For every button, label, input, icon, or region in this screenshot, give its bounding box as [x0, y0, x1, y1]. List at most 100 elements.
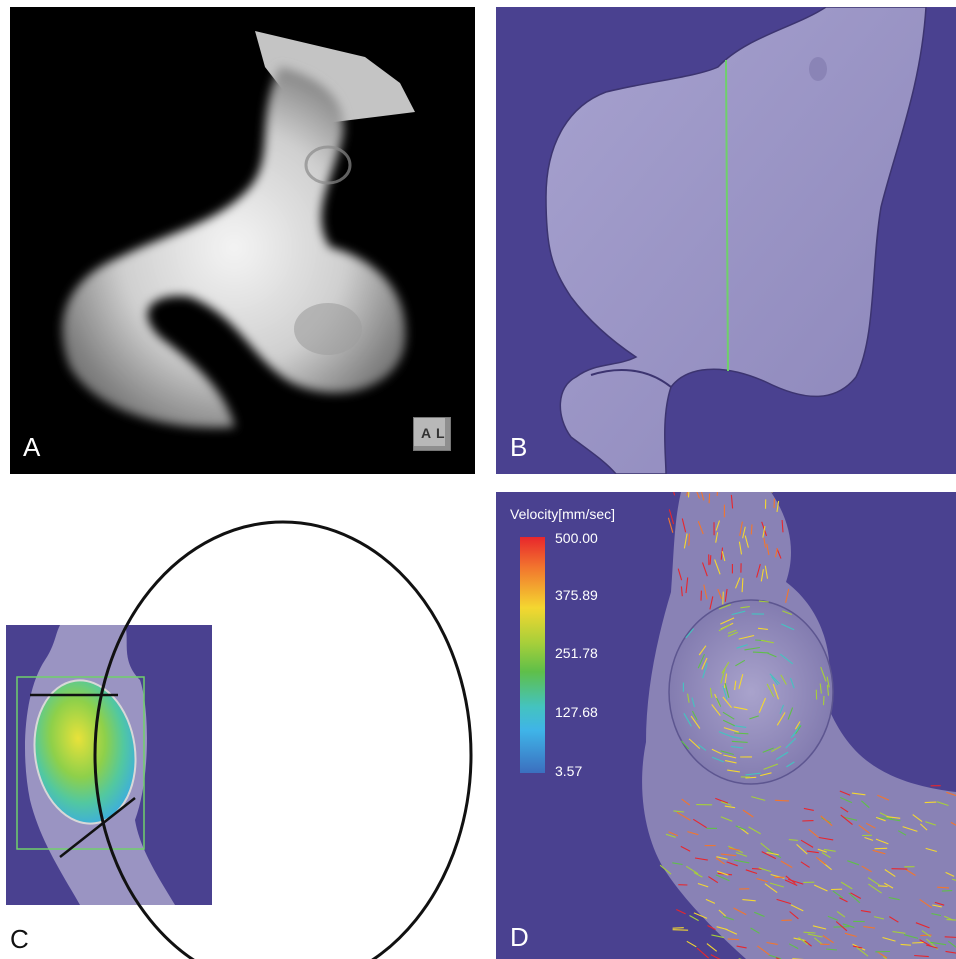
- velocity-vector: [688, 533, 691, 546]
- velocity-vector: [734, 680, 737, 691]
- velocity-vector: [775, 957, 781, 959]
- velocity-vector: [715, 857, 725, 865]
- velocity-vector: [813, 937, 823, 945]
- panel-c: C: [0, 490, 490, 959]
- panel-d: Velocity[mm/sec] 500.00 375.89 251.78 12…: [496, 492, 956, 959]
- velocity-vector: [764, 883, 778, 894]
- velocity-vector: [945, 871, 955, 877]
- velocity-vector: [709, 555, 712, 565]
- velocity-vector: [730, 494, 734, 509]
- velocity-vector: [804, 940, 812, 947]
- velocity-vector: [722, 685, 728, 700]
- velocity-vector: [690, 715, 701, 729]
- velocity-vector: [760, 842, 771, 851]
- velocity-vector: [808, 828, 819, 838]
- velocity-vector: [659, 864, 672, 875]
- velocity-vector: [708, 493, 711, 504]
- velocity-vector: [793, 937, 806, 942]
- roi-box: [16, 676, 145, 850]
- velocity-vector: [776, 548, 782, 559]
- velocity-vector: [803, 807, 814, 811]
- velocity-vector: [685, 628, 695, 639]
- velocity-vector: [861, 865, 872, 873]
- velocity-vector: [884, 869, 896, 878]
- velocity-vector: [819, 683, 822, 694]
- velocity-vector: [761, 851, 777, 860]
- panel-b-render: [545, 7, 927, 474]
- velocity-vector: [716, 492, 718, 496]
- velocity-vector: [827, 915, 839, 921]
- velocity-vector: [723, 673, 728, 688]
- velocity-vector: [718, 603, 731, 610]
- velocity-vector: [717, 870, 729, 876]
- velocity-vector: [930, 941, 947, 946]
- velocity-vector: [672, 929, 689, 931]
- legend-tick: 251.78: [555, 645, 598, 661]
- velocity-vector: [720, 547, 724, 560]
- velocity-vector: [912, 941, 926, 944]
- velocity-vector: [764, 565, 769, 579]
- vessel-volume-render: [62, 67, 406, 428]
- velocity-vector: [667, 517, 674, 533]
- velocity-vector: [924, 801, 937, 804]
- velocity-vector: [882, 936, 896, 942]
- velocity-cross-section: [33, 679, 137, 825]
- panel-d-render: [642, 492, 956, 959]
- velocity-vector: [789, 911, 799, 920]
- velocity-vector: [926, 944, 938, 949]
- velocity-vector: [744, 535, 749, 548]
- panel-a-label: A: [23, 432, 41, 462]
- velocity-vector: [711, 756, 725, 763]
- velocity-vector: [934, 901, 945, 906]
- velocity-vector: [941, 890, 953, 892]
- velocity-vector: [861, 800, 870, 809]
- velocity-vector: [724, 683, 730, 698]
- velocity-vector: [884, 882, 894, 889]
- velocity-vector: [718, 731, 734, 738]
- velocity-vector: [865, 822, 876, 829]
- velocity-vector: [826, 684, 830, 696]
- velocity-vector: [721, 801, 732, 806]
- velocity-vector: [709, 687, 713, 698]
- velocity-vector: [762, 747, 774, 753]
- velocity-vector: [724, 760, 737, 764]
- velocity-vector: [788, 943, 799, 950]
- velocity-vector: [803, 931, 816, 934]
- velocity-vector: [813, 884, 828, 892]
- velocity-vector: [856, 946, 869, 957]
- velocity-vector: [697, 882, 709, 888]
- velocity-vector: [925, 821, 937, 826]
- velocity-vector: [850, 892, 862, 899]
- velocity-vector: [781, 623, 795, 631]
- velocity-vector: [752, 651, 769, 654]
- velocity-vector: [790, 904, 804, 912]
- legend-tick: 127.68: [555, 704, 598, 720]
- velocity-vector: [769, 673, 780, 685]
- velocity-vector: [665, 833, 676, 838]
- velocity-vector: [779, 704, 785, 714]
- velocity-vector: [711, 748, 722, 755]
- velocity-vector: [697, 653, 706, 669]
- velocity-vector: [693, 912, 708, 919]
- velocity-vector: [727, 769, 740, 773]
- velocity-vector: [691, 697, 696, 708]
- velocity-vector: [731, 610, 746, 616]
- velocity-vector: [840, 814, 853, 826]
- loop-hole: [294, 303, 362, 355]
- velocity-vector: [789, 677, 795, 689]
- velocity-vector: [698, 645, 707, 656]
- velocity-vector: [806, 850, 819, 854]
- velocity-vector: [707, 925, 716, 931]
- velocity-vector: [840, 806, 849, 813]
- velocity-vector: [745, 869, 758, 875]
- velocity-vector: [693, 818, 707, 829]
- velocity-vector: [696, 492, 701, 499]
- velocity-vector: [710, 954, 721, 959]
- velocity-vector: [677, 568, 683, 581]
- velocity-vector: [680, 845, 691, 852]
- velocity-vector: [745, 772, 761, 776]
- velocity-vector: [722, 915, 734, 921]
- velocity-vector: [672, 862, 683, 866]
- velocity-vector: [915, 922, 930, 929]
- velocity-vector: [863, 926, 876, 929]
